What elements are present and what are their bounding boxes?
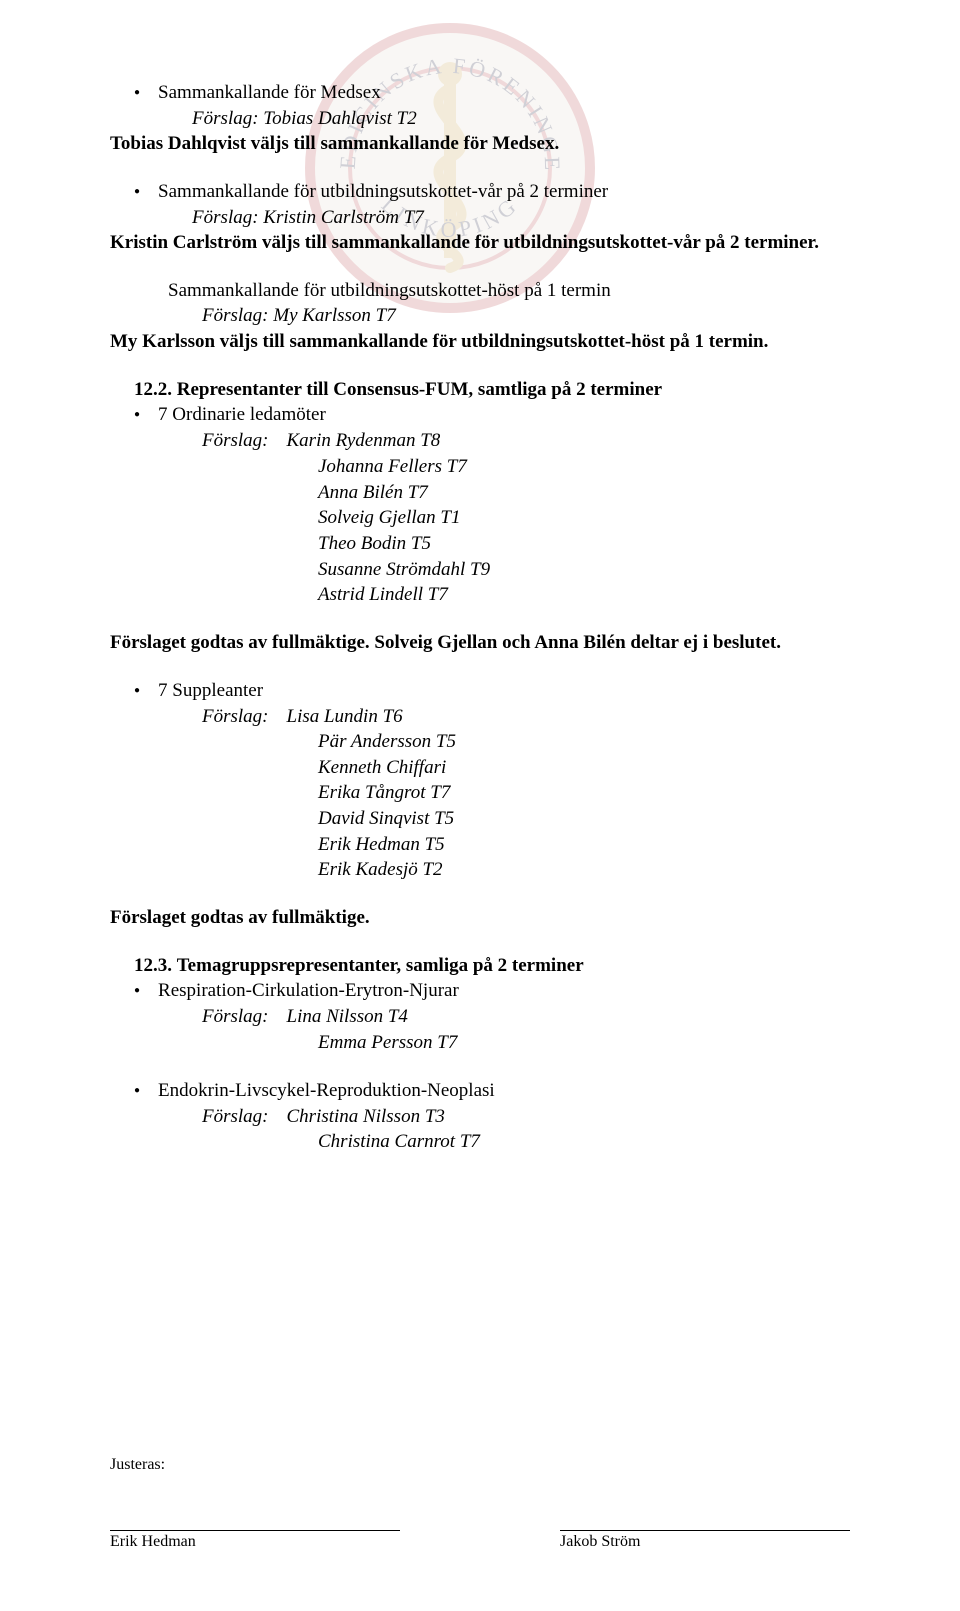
bullet-item: ● Sammankallande för utbildningsutskotte… xyxy=(134,179,850,230)
proposal-name: Astrid Lindell T7 xyxy=(318,582,850,608)
bullet-icon: ● xyxy=(134,978,140,1004)
proposal-name: Susanne Strömdahl T9 xyxy=(318,557,850,583)
proposal-name: Solveig Gjellan T1 xyxy=(318,505,850,531)
signature-right: Jakob Ström xyxy=(560,1530,850,1551)
justeras-label: Justeras: xyxy=(110,1456,850,1474)
section-title: Representanter till Consensus-FUM, samtl… xyxy=(177,379,662,400)
proposal-name: Emma Persson T7 xyxy=(318,1030,850,1056)
proposal-name: Theo Bodin T5 xyxy=(318,531,850,557)
section-title: Temagruppsrepresentanter, samliga på 2 t… xyxy=(177,955,584,976)
bullet-icon: ● xyxy=(134,678,140,704)
decision-text: Tobias Dahlqvist väljs till sammankallan… xyxy=(110,131,850,157)
bullet-icon: ● xyxy=(134,179,140,205)
section-number: 12.2. xyxy=(134,379,172,400)
proposal-name: Erik Hedman T5 xyxy=(318,832,850,858)
proposal-label: Förslag: xyxy=(202,704,269,730)
page-footer: Justeras: Erik Hedman Jakob Ström xyxy=(110,1456,850,1551)
proposal-text: Förslag: Kristin Carlström T7 xyxy=(192,205,608,231)
decision-text: Förslaget godtas av fullmäktige. Solveig… xyxy=(110,630,850,656)
proposal-list: Förslag: Christina Nilsson T3 Christina … xyxy=(168,1104,850,1155)
proposal-name: Christina Nilsson T3 xyxy=(287,1104,445,1130)
proposal-name: Kenneth Chiffari xyxy=(318,755,850,781)
bullet-icon: ● xyxy=(134,80,140,106)
proposal-list: Förslag: Lisa Lundin T6 Pär Andersson T5… xyxy=(168,704,850,883)
decision-text: Kristin Carlström väljs till sammankalla… xyxy=(110,230,850,256)
bullet-text: 7 Suppleanter xyxy=(158,678,263,704)
bullet-item: ● Endokrin-Livscykel-Reproduktion-Neopla… xyxy=(134,1078,850,1104)
proposal-text: Förslag: Tobias Dahlqvist T2 xyxy=(192,106,417,132)
proposal-name: Karin Rydenman T8 xyxy=(287,428,441,454)
section-heading: 12.2. Representanter till Consensus-FUM,… xyxy=(134,377,850,403)
proposal-name: Lina Nilsson T4 xyxy=(287,1004,408,1030)
bullet-text: Sammankallande för utbildningsutskottet-… xyxy=(158,179,608,205)
document-page: MEDICINSKA FÖRENINGEN LINKÖPING ● Samman… xyxy=(0,0,960,1611)
proposal-name: Anna Bilén T7 xyxy=(318,480,850,506)
sub-block: Sammankallande för utbildningsutskottet-… xyxy=(168,278,850,329)
bullet-item: ● Respiration-Cirkulation-Erytron-Njurar xyxy=(134,978,850,1004)
decision-text: My Karlsson väljs till sammankallande fö… xyxy=(110,329,850,355)
proposal-list: Förslag: Lina Nilsson T4 Emma Persson T7 xyxy=(168,1004,850,1055)
proposal-name: Lisa Lundin T6 xyxy=(287,704,403,730)
signature-left: Erik Hedman xyxy=(110,1530,400,1551)
proposal-name: Johanna Fellers T7 xyxy=(318,454,850,480)
proposal-name: Christina Carnrot T7 xyxy=(318,1129,850,1155)
proposal-list: Förslag: Karin Rydenman T8 Johanna Felle… xyxy=(168,428,850,607)
bullet-icon: ● xyxy=(134,402,140,428)
bullet-item: ● Sammankallande för Medsex Förslag: Tob… xyxy=(134,80,850,131)
section-heading: 12.3. Temagruppsrepresentanter, samliga … xyxy=(134,953,850,979)
bullet-item: ● 7 Suppleanter xyxy=(134,678,850,704)
proposal-label: Förslag: xyxy=(202,1104,269,1130)
bullet-text: Sammankallande för Medsex xyxy=(158,80,417,106)
section-number: 12.3. xyxy=(134,955,172,976)
proposal-name: Erik Kadesjö T2 xyxy=(318,857,850,883)
proposal-label: Förslag: xyxy=(202,1004,269,1030)
bullet-text: Respiration-Cirkulation-Erytron-Njurar xyxy=(158,978,459,1004)
sub-heading: Sammankallande för utbildningsutskottet-… xyxy=(168,278,850,304)
bullet-icon: ● xyxy=(134,1078,140,1104)
proposal-name: David Sinqvist T5 xyxy=(318,806,850,832)
decision-text: Förslaget godtas av fullmäktige. xyxy=(110,905,850,931)
bullet-text: 7 Ordinarie ledamöter xyxy=(158,402,326,428)
proposal-text: Förslag: My Karlsson T7 xyxy=(202,303,850,329)
bullet-item: ● 7 Ordinarie ledamöter xyxy=(134,402,850,428)
signer-name: Jakob Ström xyxy=(560,1533,850,1551)
proposal-label: Förslag: xyxy=(202,428,269,454)
document-content: ● Sammankallande för Medsex Förslag: Tob… xyxy=(110,80,850,1155)
proposal-name: Erika Tångrot T7 xyxy=(318,780,850,806)
signer-name: Erik Hedman xyxy=(110,1533,400,1551)
proposal-name: Pär Andersson T5 xyxy=(318,729,850,755)
bullet-text: Endokrin-Livscykel-Reproduktion-Neoplasi xyxy=(158,1078,495,1104)
